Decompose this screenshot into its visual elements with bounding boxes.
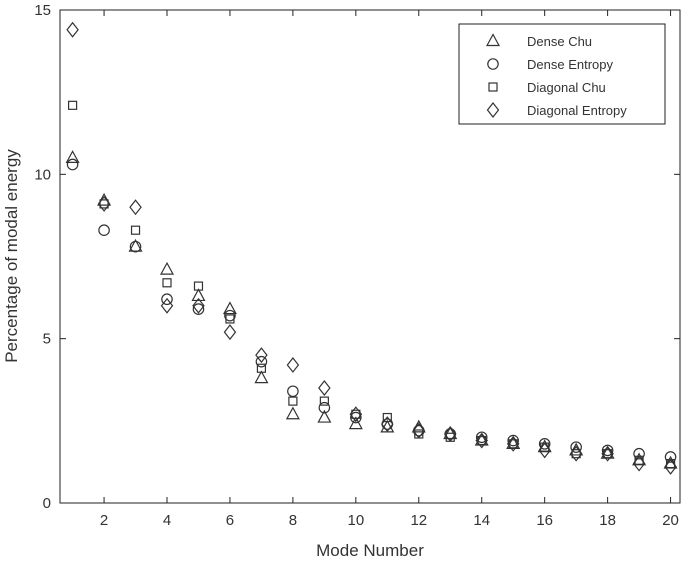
- data-point: [129, 199, 142, 216]
- data-point: [255, 347, 268, 364]
- data-point: [351, 409, 361, 419]
- data-point: [569, 445, 583, 462]
- data-point: [507, 434, 519, 447]
- x-tick-label: 10: [347, 512, 364, 529]
- data-point: [570, 441, 582, 453]
- data-point: [601, 444, 614, 457]
- x-tick-label: 8: [289, 512, 297, 529]
- y-tick-label: 15: [34, 2, 51, 19]
- data-point: [288, 396, 298, 406]
- data-point: [223, 324, 237, 341]
- data-point: [508, 439, 518, 449]
- data-point: [129, 240, 142, 253]
- y-tick-label: 5: [43, 331, 51, 348]
- data-point: [538, 438, 551, 450]
- data-point: [222, 301, 237, 315]
- data-point: [193, 281, 204, 291]
- data-point: [633, 447, 645, 460]
- data-point: [67, 100, 78, 110]
- data-point: [66, 158, 79, 171]
- legend: Dense Chu Dense Entropy Diagonal Chu Diagon…: [458, 23, 666, 125]
- x-tick-label: 12: [410, 512, 427, 529]
- data-point: [318, 379, 331, 396]
- y-tick-label: 0: [43, 495, 51, 512]
- data-point: [192, 297, 205, 314]
- data-point: [475, 432, 488, 449]
- y-axis-title: Percentage of modal energy: [2, 149, 21, 363]
- legend-label: Dense Entropy: [527, 57, 613, 72]
- data-point: [65, 150, 80, 163]
- data-point: [161, 293, 173, 306]
- y-tick-label: 10: [34, 166, 51, 183]
- legend-label: Dense Chu: [527, 34, 592, 49]
- data-point: [349, 406, 363, 423]
- data-point: [381, 416, 394, 433]
- x-tick-label: 16: [536, 512, 553, 529]
- data-point: [571, 449, 581, 459]
- x-tick-label: 4: [163, 512, 171, 529]
- x-tick-label: 14: [473, 512, 490, 529]
- data-point: [98, 224, 110, 237]
- data-point: [317, 409, 332, 423]
- marks-layer: [65, 21, 678, 475]
- legend-marker: [487, 58, 499, 70]
- x-tick-label: 20: [662, 512, 679, 529]
- data-point: [256, 363, 267, 373]
- data-point: [159, 261, 175, 275]
- data-point: [128, 238, 143, 252]
- data-point: [350, 411, 362, 424]
- data-point: [287, 385, 299, 398]
- x-tick-label: 2: [100, 512, 108, 529]
- x-axis-title: Mode Number: [316, 541, 424, 560]
- data-point: [97, 195, 111, 212]
- data-point: [443, 426, 457, 442]
- data-point: [255, 355, 268, 368]
- series-diagonal-entropy: [66, 21, 677, 475]
- legend-marker: [488, 82, 498, 92]
- data-point: [348, 416, 363, 430]
- legend-label: Diagonal Chu: [527, 80, 606, 95]
- data-point: [601, 445, 614, 462]
- data-point: [603, 449, 613, 459]
- data-point: [475, 431, 488, 444]
- data-point: [224, 309, 236, 322]
- plot-area-frame: [59, 9, 681, 504]
- data-point: [192, 303, 205, 315]
- data-point: [225, 314, 235, 324]
- data-point: [99, 199, 109, 209]
- data-point: [191, 288, 206, 302]
- data-point: [412, 422, 426, 439]
- data-point: [538, 442, 551, 459]
- data-point: [664, 451, 677, 463]
- legend-box: [458, 23, 666, 125]
- x-tick-label: 6: [226, 512, 234, 529]
- data-point: [160, 297, 174, 314]
- data-point: [286, 356, 300, 373]
- legend-label: Diagonal Entropy: [527, 103, 627, 118]
- data-point: [319, 396, 329, 406]
- data-point: [318, 401, 331, 414]
- data-point: [632, 455, 646, 472]
- data-point: [254, 370, 269, 384]
- data-point: [506, 435, 520, 452]
- data-point: [382, 412, 392, 423]
- legend-marker: [486, 102, 500, 118]
- data-point: [130, 225, 141, 235]
- data-point: [285, 406, 300, 420]
- x-tick-label: 18: [599, 512, 616, 529]
- data-point: [66, 21, 79, 38]
- data-point: [664, 458, 677, 475]
- data-point: [477, 435, 487, 446]
- ticks-layer: 2 4 6 8 10 12 14 16 18 20 0 5 10 15: [34, 2, 680, 529]
- legend-marker: [485, 33, 501, 47]
- data-point: [162, 278, 172, 288]
